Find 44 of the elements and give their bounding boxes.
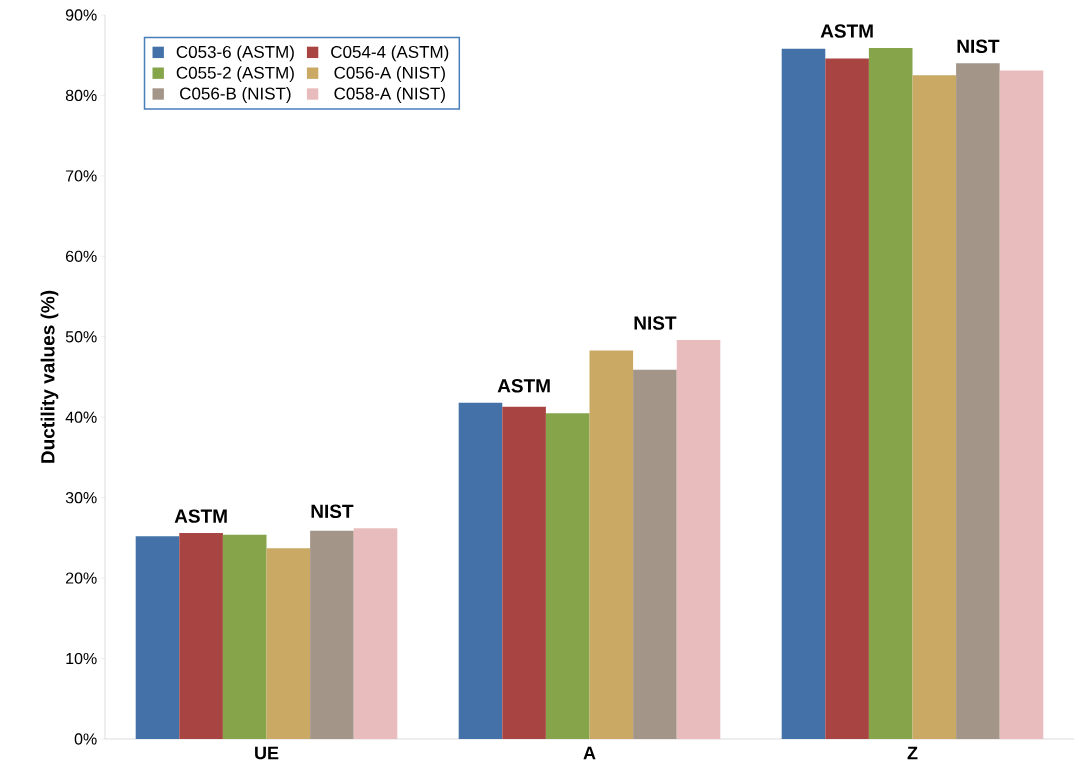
bar <box>458 402 503 739</box>
x-tick-label: UE <box>255 746 279 760</box>
bar <box>310 530 354 739</box>
y-tick-label: 40% <box>65 411 97 423</box>
bar <box>589 350 634 739</box>
y-tick-label: 30% <box>65 491 97 504</box>
y-tick-label: 60% <box>66 250 97 262</box>
annotation: NIST <box>957 39 1000 54</box>
annotation: ASTM <box>497 379 550 393</box>
y-tick-label: 20% <box>65 572 97 584</box>
bar <box>912 75 957 739</box>
bar <box>502 406 546 739</box>
y-tick-label: 80% <box>65 89 97 102</box>
y-axis-title: Ductility values (%) <box>40 290 59 463</box>
bar <box>633 369 677 739</box>
bar <box>825 58 869 739</box>
y-tick-label: 90% <box>65 9 97 21</box>
annotation: ASTM <box>174 509 227 523</box>
x-tick-label: Z <box>907 746 918 760</box>
legend-label: C053-6 (ASTM) <box>176 45 294 62</box>
bar <box>868 47 913 739</box>
annotation: NIST <box>634 316 677 330</box>
y-tick-label: 70% <box>66 170 97 182</box>
y-tick-label: 0% <box>74 733 97 745</box>
bar <box>353 528 398 739</box>
bar <box>676 339 721 739</box>
bar <box>222 534 267 739</box>
bar <box>956 63 1000 739</box>
legend-label: C054-4 (ASTM) <box>331 45 449 62</box>
y-tick-label: 10% <box>66 652 97 665</box>
bar <box>135 536 180 739</box>
legend-label: C055-2 (ASTM) <box>176 66 294 83</box>
annotation: NIST <box>311 504 354 519</box>
y-tick-label: 50% <box>65 331 97 343</box>
legend-label: C058-A (NIST) <box>334 87 445 103</box>
bar <box>266 548 311 739</box>
bar <box>545 413 590 739</box>
legend-label: C056-A (NIST) <box>334 66 445 83</box>
x-tick-label: A <box>583 746 596 760</box>
bar <box>179 533 223 739</box>
annotation: ASTM <box>820 24 873 38</box>
bar <box>999 70 1044 739</box>
bar <box>781 48 826 739</box>
legend-label: C056-B (NIST) <box>180 87 291 103</box>
